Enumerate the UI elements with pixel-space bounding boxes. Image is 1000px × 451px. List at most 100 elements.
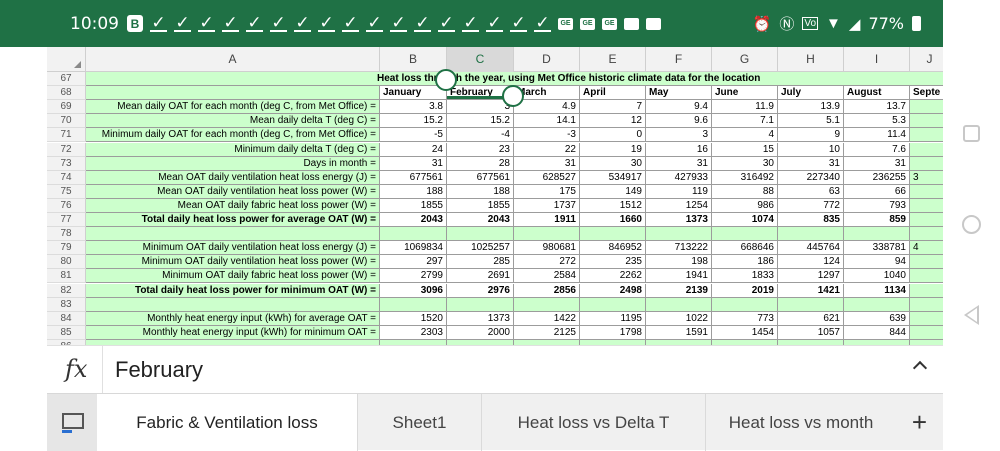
add-sheet-button[interactable]: + (911, 407, 927, 437)
row-number[interactable]: 74 (47, 170, 86, 185)
data-cell[interactable]: 3 (910, 170, 943, 185)
data-cell[interactable] (712, 297, 778, 312)
row-label-cell[interactable] (86, 297, 380, 312)
data-cell[interactable]: 2498 (580, 283, 646, 298)
data-cell[interactable]: -3 (514, 128, 580, 143)
row-label-cell[interactable]: Mean OAT daily ventilation heat loss pow… (86, 184, 380, 199)
data-cell[interactable] (380, 339, 447, 345)
data-cell[interactable] (447, 339, 514, 345)
data-cell[interactable] (910, 255, 943, 270)
data-cell[interactable]: 119 (646, 184, 712, 199)
data-cell[interactable]: 15 (712, 142, 778, 157)
data-cell[interactable]: 9.6 (646, 114, 712, 129)
row-number[interactable]: 73 (47, 156, 86, 171)
row-label-cell[interactable] (86, 86, 380, 101)
data-cell[interactable]: 445764 (778, 241, 844, 256)
data-cell[interactable]: 2976 (447, 283, 514, 298)
data-cell[interactable]: 621 (778, 311, 844, 326)
row-label-cell[interactable]: Mean OAT daily ventilation heat loss ene… (86, 170, 380, 185)
column-header-g[interactable]: G (712, 47, 778, 72)
data-cell[interactable]: 2856 (514, 283, 580, 298)
data-cell[interactable]: 272 (514, 255, 580, 270)
data-cell[interactable]: 175 (514, 184, 580, 199)
data-cell[interactable]: 1134 (844, 283, 910, 298)
data-cell[interactable]: 1074 (712, 213, 778, 228)
data-cell[interactable]: 677561 (447, 170, 514, 185)
column-header-f[interactable]: F (646, 47, 712, 72)
data-cell[interactable]: 66 (844, 184, 910, 199)
data-cell[interactable] (514, 339, 580, 345)
data-cell[interactable] (844, 227, 910, 242)
data-cell[interactable]: 198 (646, 255, 712, 270)
month-header-cell[interactable]: March (514, 86, 580, 101)
column-header-i[interactable]: I (844, 47, 910, 72)
data-cell[interactable]: 338781 (844, 241, 910, 256)
data-cell[interactable]: 639 (844, 311, 910, 326)
data-cell[interactable] (910, 114, 943, 129)
data-cell[interactable]: 12 (580, 114, 646, 129)
data-cell[interactable]: 2799 (380, 269, 447, 284)
data-cell[interactable] (580, 297, 646, 312)
month-header-cell[interactable]: January (380, 86, 447, 101)
data-cell[interactable]: 835 (778, 213, 844, 228)
data-cell[interactable]: 16 (646, 142, 712, 157)
month-header-cell[interactable]: June (712, 86, 778, 101)
data-cell[interactable]: 10 (778, 142, 844, 157)
data-cell[interactable]: 772 (778, 198, 844, 213)
data-cell[interactable] (778, 297, 844, 312)
grid-cell[interactable] (910, 72, 943, 87)
data-cell[interactable]: 22 (514, 142, 580, 157)
formula-input[interactable]: February (115, 357, 204, 382)
data-cell[interactable]: 1941 (646, 269, 712, 284)
row-label-cell[interactable]: Mean OAT daily fabric heat loss power (W… (86, 198, 380, 213)
data-cell[interactable]: 316492 (712, 170, 778, 185)
data-cell[interactable]: 1069834 (380, 241, 447, 256)
data-cell[interactable]: 1025257 (447, 241, 514, 256)
data-cell[interactable]: 9 (778, 128, 844, 143)
data-cell[interactable] (910, 142, 943, 157)
data-cell[interactable]: 3 (447, 100, 514, 115)
column-header-h[interactable]: H (778, 47, 844, 72)
grid-cell[interactable] (844, 72, 910, 87)
selection-handle-start[interactable] (435, 69, 457, 91)
data-cell[interactable] (910, 325, 943, 340)
data-cell[interactable]: 773 (712, 311, 778, 326)
row-number[interactable]: 84 (47, 311, 86, 326)
row-number[interactable]: 72 (47, 142, 86, 157)
data-cell[interactable]: 859 (844, 213, 910, 228)
data-cell[interactable]: 88 (712, 184, 778, 199)
row-label-cell[interactable]: Monthly heat energy input (kWh) for aver… (86, 311, 380, 326)
data-cell[interactable]: 1660 (580, 213, 646, 228)
home-button[interactable] (962, 215, 981, 234)
data-cell[interactable]: 15.2 (447, 114, 514, 129)
data-cell[interactable] (778, 227, 844, 242)
data-cell[interactable] (910, 269, 943, 284)
data-cell[interactable]: 2000 (447, 325, 514, 340)
data-cell[interactable]: 5.1 (778, 114, 844, 129)
data-cell[interactable]: 986 (712, 198, 778, 213)
grid-cell[interactable] (712, 72, 778, 87)
data-cell[interactable]: 2303 (380, 325, 447, 340)
row-number[interactable]: 80 (47, 255, 86, 270)
data-cell[interactable]: 3 (646, 128, 712, 143)
row-label-cell[interactable]: Minimum OAT daily ventilation heat loss … (86, 241, 380, 256)
row-label-cell[interactable]: Monthly heat energy input (kWh) for mini… (86, 325, 380, 340)
data-cell[interactable]: 1057 (778, 325, 844, 340)
data-cell[interactable]: 1195 (580, 311, 646, 326)
row-label-cell[interactable]: Total daily heat loss power for average … (86, 213, 380, 228)
data-cell[interactable]: 628527 (514, 170, 580, 185)
sheet-list-button[interactable] (47, 394, 97, 451)
data-cell[interactable] (910, 339, 943, 345)
data-cell[interactable]: 19 (580, 142, 646, 157)
data-cell[interactable]: 1512 (580, 198, 646, 213)
data-cell[interactable]: 1373 (646, 213, 712, 228)
row-label-cell[interactable] (86, 227, 380, 242)
data-cell[interactable] (380, 227, 447, 242)
data-cell[interactable]: 4 (712, 128, 778, 143)
grid-cell[interactable] (447, 72, 514, 87)
column-header-e[interactable]: E (580, 47, 646, 72)
data-cell[interactable]: 30 (580, 156, 646, 171)
row-number[interactable]: 69 (47, 100, 86, 115)
row-number[interactable]: 83 (47, 297, 86, 312)
data-cell[interactable]: 186 (712, 255, 778, 270)
